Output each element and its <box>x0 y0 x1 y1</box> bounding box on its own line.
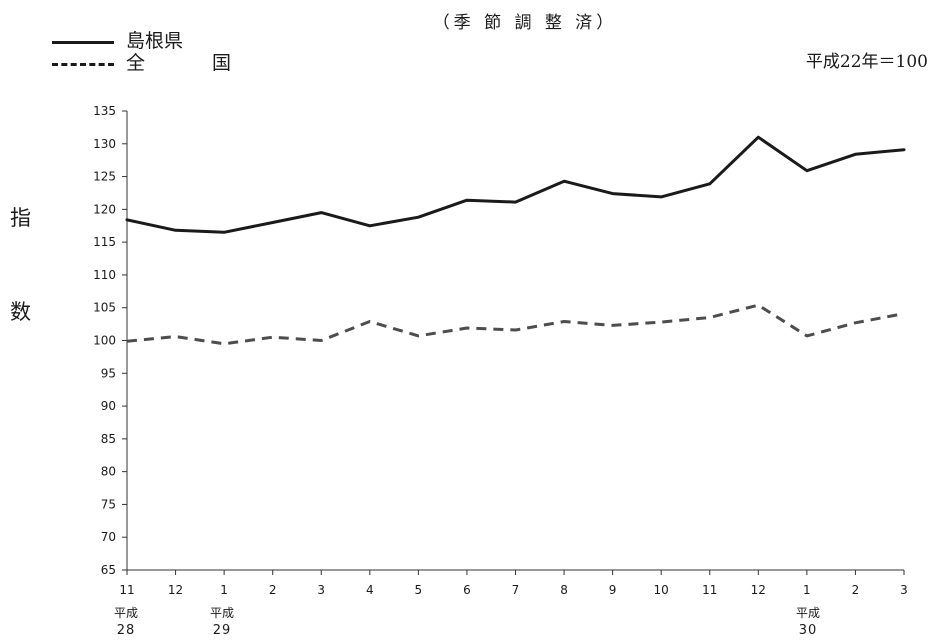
series-line-shimane <box>125 135 906 234</box>
x-tick-label: 12 <box>751 583 766 597</box>
y-tick-label: 105 <box>93 301 116 315</box>
y-axis-title-char: 指 <box>10 206 31 230</box>
y-tick-label: 100 <box>93 334 116 348</box>
x-tick-label: 7 <box>512 583 520 597</box>
y-tick-label: 110 <box>93 268 116 282</box>
x-tick-label: 9 <box>609 583 617 597</box>
x-tick-label: 1 <box>803 583 811 597</box>
x-tick-label: 6 <box>463 583 471 597</box>
y-tick-label: 65 <box>101 563 116 577</box>
x-tick-label: 12 <box>168 583 183 597</box>
era-label-h29: 平成 29 <box>209 606 234 638</box>
y-tick-label: 125 <box>93 170 116 184</box>
x-tick-label: 3 <box>900 583 908 597</box>
y-tick-label: 85 <box>101 432 116 446</box>
x-tick-label: 10 <box>654 583 669 597</box>
x-tick-label: 11 <box>119 583 134 597</box>
legend-label-national: 全 国 <box>126 52 256 74</box>
series-line-national <box>126 303 905 346</box>
x-tick-label: 2 <box>269 583 277 597</box>
y-tick-label: 130 <box>93 137 116 151</box>
x-tick-label: 3 <box>317 583 325 597</box>
legend-swatch-solid <box>52 41 114 44</box>
x-tick-label: 5 <box>415 583 423 597</box>
era-label-h28: 平成 28 <box>113 606 138 638</box>
y-tick-label: 90 <box>101 399 116 413</box>
y-tick-label: 115 <box>93 235 116 249</box>
legend-label-shimane: 島根県 <box>126 30 184 52</box>
chart-subtitle: （季 節 調 整 済） <box>432 13 618 33</box>
y-tick-label: 75 <box>101 497 116 511</box>
y-tick-label: 95 <box>101 366 116 380</box>
era-label-h30: 平成 30 <box>795 606 820 638</box>
y-tick-label: 80 <box>101 465 116 479</box>
y-tick-label: 70 <box>101 530 116 544</box>
legend-swatch-dashed <box>52 63 114 66</box>
x-tick-label: 11 <box>702 583 717 597</box>
y-axis-title-char: 数 <box>10 300 31 324</box>
y-tick-label: 135 <box>93 104 116 118</box>
x-tick-label: 1 <box>220 583 228 597</box>
x-tick-label: 2 <box>852 583 860 597</box>
x-tick-label: 8 <box>560 583 568 597</box>
x-tick-label: 4 <box>366 583 374 597</box>
index-base-note: 平成22年＝100 <box>805 52 928 72</box>
y-tick-label: 120 <box>93 202 116 216</box>
